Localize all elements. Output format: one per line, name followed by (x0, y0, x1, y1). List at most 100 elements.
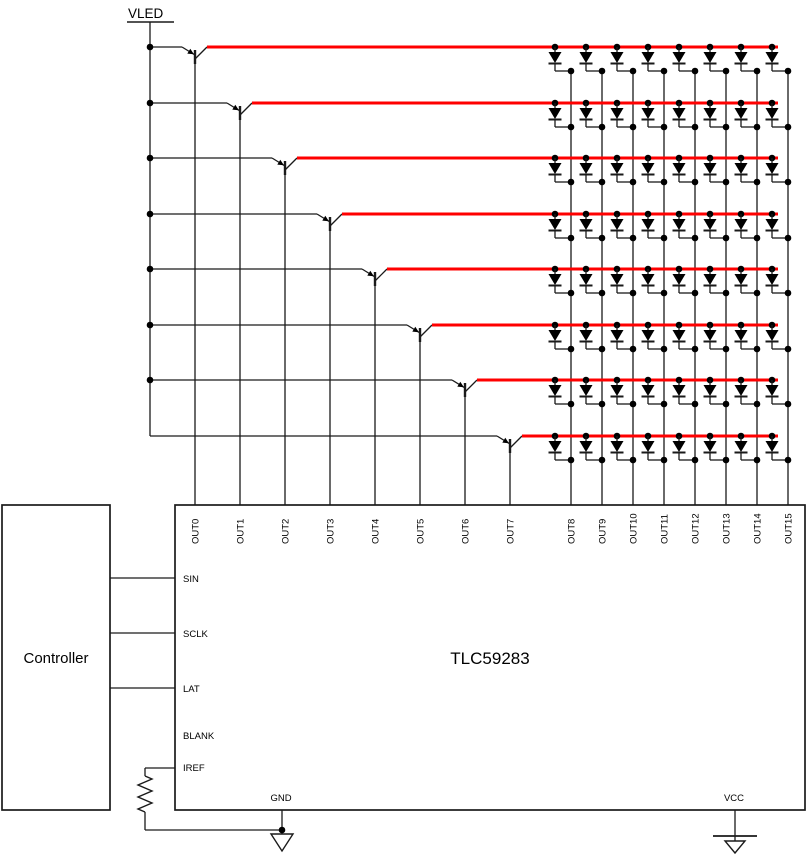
left-pin-label: IREF (183, 763, 205, 774)
bus-junction-dot (629, 178, 637, 186)
rail-junction-dot (146, 99, 154, 107)
left-pin-label: LAT (183, 684, 200, 695)
bus-junction-dot (784, 123, 792, 131)
bus-junction-dot (753, 400, 761, 408)
bus-junction-dot (598, 289, 606, 297)
bus-junction-dot (567, 123, 575, 131)
out-pin-label: OUT2 (281, 519, 292, 544)
bus-junction-dot (691, 67, 699, 75)
bus-junction-dot (598, 345, 606, 353)
led-diode (703, 219, 717, 230)
led-diode (703, 163, 717, 174)
led-diode (672, 219, 686, 230)
left-pin-label: SIN (183, 574, 199, 585)
led-diode (641, 441, 655, 452)
out-pin-label: OUT15 (784, 513, 795, 544)
out-pin-label: OUT11 (660, 514, 671, 544)
bus-junction-dot (691, 289, 699, 297)
led-diode (765, 330, 779, 341)
led-diode (548, 219, 562, 230)
bus-junction-dot (753, 289, 761, 297)
led-diode (703, 108, 717, 119)
out-pin-label: OUT1 (236, 519, 247, 544)
bus-junction-dot (784, 178, 792, 186)
chip-name-label: TLC59283 (450, 649, 529, 668)
iref-resistor (136, 775, 154, 813)
bus-junction-dot (691, 400, 699, 408)
bus-junction-dot (598, 123, 606, 131)
rail-junction-dot (146, 210, 154, 218)
bus-junction-dot (629, 456, 637, 464)
led-diode (641, 163, 655, 174)
led-diode (641, 385, 655, 396)
bus-junction-dot (753, 456, 761, 464)
led-diode (579, 163, 593, 174)
led-diode (765, 385, 779, 396)
out-pin-label: OUT7 (506, 519, 517, 544)
transistor-collector (374, 268, 388, 282)
bus-junction-dot (722, 289, 730, 297)
led-diode (610, 274, 624, 285)
led-diode (703, 52, 717, 63)
transistor-collector (509, 435, 523, 449)
bus-junction-dot (722, 234, 730, 242)
transistor-collector (194, 46, 208, 60)
transistor-collector (329, 213, 343, 227)
led-diode (765, 274, 779, 285)
bus-junction-dot (660, 67, 668, 75)
left-pin-label: SCLK (183, 629, 208, 640)
bus-junction-dot (567, 289, 575, 297)
led-diode (672, 52, 686, 63)
led-diode (610, 219, 624, 230)
led-diode (672, 108, 686, 119)
led-diode (765, 108, 779, 119)
led-diode (548, 441, 562, 452)
led-diode (703, 385, 717, 396)
led-diode (548, 385, 562, 396)
led-diode (672, 385, 686, 396)
bus-junction-dot (629, 67, 637, 75)
bus-junction-dot (784, 456, 792, 464)
led-diode (765, 219, 779, 230)
led-diode (548, 52, 562, 63)
bus-junction-dot (691, 234, 699, 242)
led-diode (765, 52, 779, 63)
rail-junction-dot (146, 154, 154, 162)
bus-junction-dot (722, 67, 730, 75)
transistor-arrow (322, 215, 329, 222)
transistor-collector (419, 324, 433, 338)
led-diode (734, 441, 748, 452)
out-pin-label: OUT0 (191, 519, 202, 544)
bus-junction-dot (753, 178, 761, 186)
led-diode (548, 163, 562, 174)
bus-junction-dot (629, 400, 637, 408)
led-diode (579, 441, 593, 452)
led-diode (610, 108, 624, 119)
controller-label: Controller (23, 650, 88, 667)
out-pin-label: OUT14 (753, 513, 764, 544)
rail-junction-dot (146, 43, 154, 51)
out-pin-label: OUT10 (629, 513, 640, 544)
out-pin-label: OUT4 (371, 519, 382, 544)
bus-junction-dot (722, 400, 730, 408)
bus-junction-dot (722, 345, 730, 353)
out-pin-label: OUT5 (416, 519, 427, 544)
led-diode (610, 441, 624, 452)
led-diode (734, 385, 748, 396)
controller-box (1, 504, 111, 811)
bus-junction-dot (567, 67, 575, 75)
led-diode (765, 441, 779, 452)
led-diode (703, 330, 717, 341)
led-diode (641, 52, 655, 63)
led-diode (548, 108, 562, 119)
bus-junction-dot (784, 289, 792, 297)
bus-junction-dot (660, 456, 668, 464)
led-diode (765, 163, 779, 174)
rail-junction-dot (146, 321, 154, 329)
transistor-arrow (412, 326, 419, 333)
led-diode (641, 274, 655, 285)
led-diode (548, 330, 562, 341)
transistor-collector (464, 379, 478, 393)
bus-junction-dot (784, 345, 792, 353)
bus-junction-dot (691, 178, 699, 186)
